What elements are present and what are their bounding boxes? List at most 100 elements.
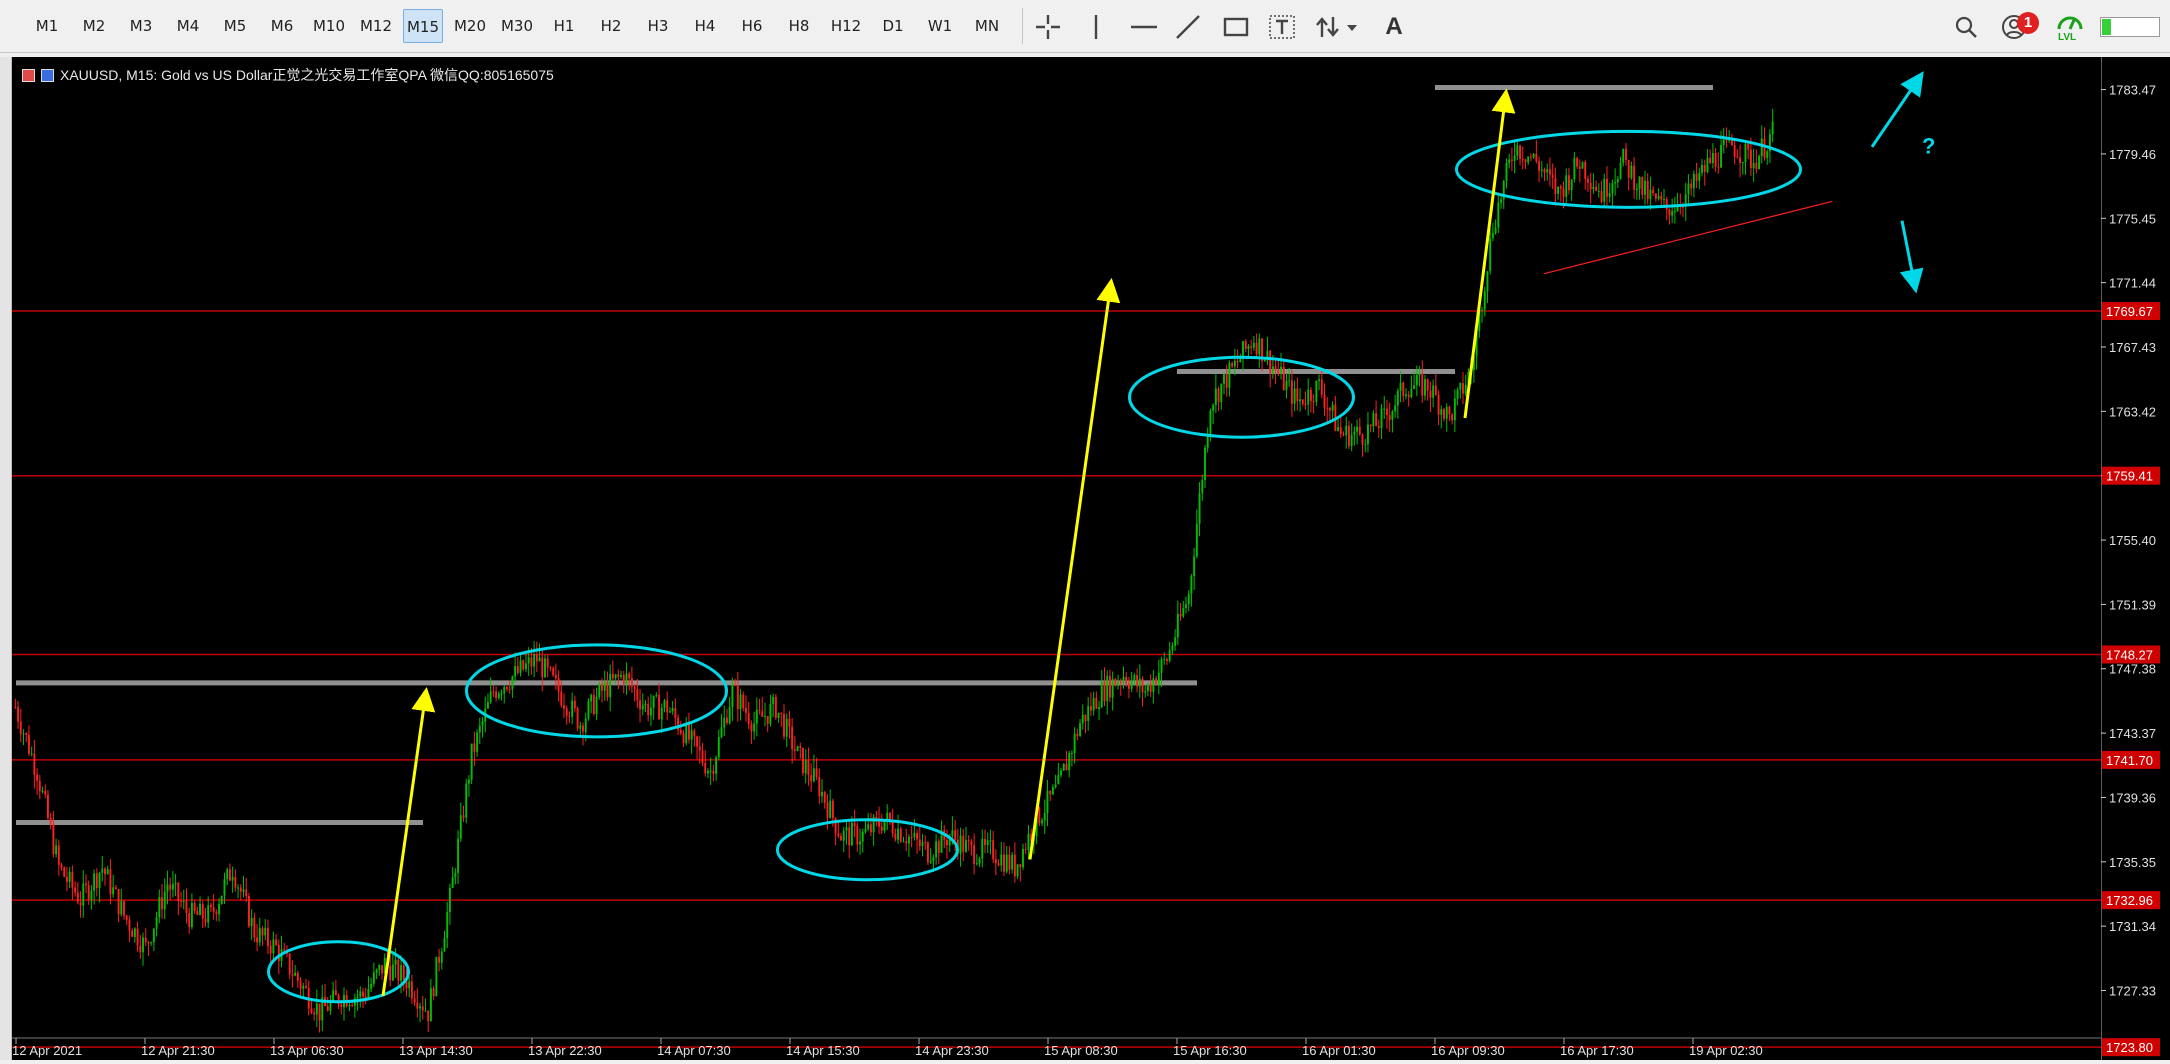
candle-body: [780, 712, 783, 714]
candle-body: [1706, 157, 1709, 173]
timeframe-h2-button[interactable]: H2: [600, 17, 622, 35]
candle-body: [381, 965, 383, 974]
candle-body: [60, 864, 63, 868]
candle-body: [1356, 426, 1359, 432]
candle-body: [1125, 677, 1128, 684]
timeframe-m12-button[interactable]: M12: [359, 17, 393, 35]
candle-body: [1138, 678, 1141, 687]
candle-body: [796, 746, 799, 751]
candle-body: [932, 857, 935, 861]
candle-body: [1008, 854, 1011, 870]
price-tick-label: 1731.34: [2109, 919, 2156, 934]
timeframe-m15-button[interactable]: M15: [403, 9, 443, 43]
candle-body: [27, 734, 30, 754]
arrows-icon[interactable]: [1312, 10, 1364, 44]
candle-body: [1201, 480, 1204, 494]
trendline-icon[interactable]: [1170, 10, 1206, 44]
price-levels: [12, 310, 2101, 1048]
candle-body: [894, 833, 897, 840]
timeframe-h8-button[interactable]: H8: [788, 17, 810, 35]
timeframe-d1-button[interactable]: D1: [882, 17, 904, 35]
candle-body: [1597, 191, 1600, 193]
candle-body: [1625, 148, 1627, 161]
time-tick-label: 12 Apr 21:30: [141, 1043, 215, 1058]
candle-body: [1361, 434, 1364, 445]
candle-body: [1733, 145, 1736, 157]
candle-body: [1342, 434, 1345, 436]
timeframe-m6-button[interactable]: M6: [270, 17, 294, 35]
timeframe-h1-button[interactable]: H1: [553, 17, 575, 35]
candle-body: [1692, 173, 1695, 189]
candle-body: [1616, 178, 1619, 183]
candle-body: [1432, 385, 1435, 398]
candle-body: [1730, 137, 1733, 146]
search-icon[interactable]: [1948, 10, 1984, 44]
candle-body: [734, 684, 737, 686]
candle-body: [965, 840, 967, 852]
timeframe-m30-button[interactable]: M30: [500, 17, 534, 35]
candle-body: [1510, 159, 1513, 161]
candle-body: [1060, 770, 1062, 776]
candle-body: [1766, 151, 1769, 158]
timeframe-m20-button[interactable]: M20: [453, 17, 487, 35]
candle-body: [1682, 206, 1684, 208]
candle-body: [856, 826, 859, 845]
timeframe-m4-button[interactable]: M4: [176, 17, 200, 35]
chart-plot-area[interactable]: ? 12 Apr 2021 12 Apr 21:30 13 Apr 06:30 13 …: [12, 57, 2101, 1060]
lvl-icon[interactable]: [2052, 6, 2088, 40]
candle-body: [997, 863, 1000, 866]
candle-body: [772, 697, 775, 705]
candle-body: [886, 812, 889, 820]
timeframe-m2-button[interactable]: M2: [82, 17, 106, 35]
candle-body: [1331, 404, 1334, 411]
candle-body: [408, 981, 411, 989]
candle-body: [120, 901, 123, 915]
timeframe-m1-button[interactable]: M1: [35, 17, 59, 35]
timeframe-h6-button[interactable]: H6: [741, 17, 763, 35]
candle-body: [1274, 366, 1277, 371]
candle-body: [1453, 398, 1456, 421]
candle-body: [277, 944, 280, 961]
timeframe-m3-button[interactable]: M3: [129, 17, 153, 35]
candle-body: [405, 979, 408, 989]
chart-canvas[interactable]: ? 12 Apr 2021 12 Apr 21:30 13 Apr 06:30 13 …: [12, 57, 2101, 1060]
candle-body: [837, 833, 840, 836]
candle-body: [1383, 408, 1386, 410]
candle-body: [1410, 388, 1413, 398]
candle-body: [457, 838, 460, 873]
vertical-line-icon[interactable]: [1078, 10, 1114, 44]
candle-body: [1573, 157, 1576, 180]
candle-body: [666, 700, 669, 713]
candle-body: [663, 700, 666, 708]
candle-body: [1304, 403, 1307, 405]
candle-body: [527, 657, 530, 664]
candle-body: [30, 753, 33, 755]
timeframe-m10-button[interactable]: M10: [312, 17, 346, 35]
candle-body: [1690, 183, 1693, 189]
candle-body: [1350, 434, 1353, 447]
candle-body: [1122, 677, 1125, 683]
lvl-label: LVL: [2058, 32, 2077, 43]
rectangle-icon[interactable]: [1218, 10, 1254, 44]
timeframe-mn-button[interactable]: MN: [974, 17, 1000, 35]
text-icon[interactable]: A: [1376, 10, 1412, 44]
candle-body: [340, 1004, 343, 1008]
candle-body: [497, 693, 500, 698]
crosshair-icon[interactable]: [1030, 10, 1066, 44]
candle-body: [1424, 379, 1426, 396]
candle-body: [190, 902, 193, 928]
candle-body: [1535, 153, 1538, 162]
timeframe-h12-button[interactable]: H12: [830, 17, 862, 35]
horizontal-line-icon[interactable]: [1126, 10, 1162, 44]
timeframe-w1-button[interactable]: W1: [927, 17, 953, 35]
timeframe-h4-button[interactable]: H4: [694, 17, 716, 35]
candle-body: [962, 835, 965, 852]
price-scale[interactable]: 1783.47 1779.46 1775.45 1771.44 1767.43 1763.…: [2100, 57, 2170, 1060]
candle-body: [755, 709, 758, 724]
candle-body: [984, 838, 986, 846]
timeframe-h3-button[interactable]: H3: [647, 17, 669, 35]
text-label-icon[interactable]: [1264, 10, 1300, 44]
candle-body: [79, 902, 82, 906]
candle-body: [541, 657, 544, 678]
timeframe-m5-button[interactable]: M5: [223, 17, 247, 35]
